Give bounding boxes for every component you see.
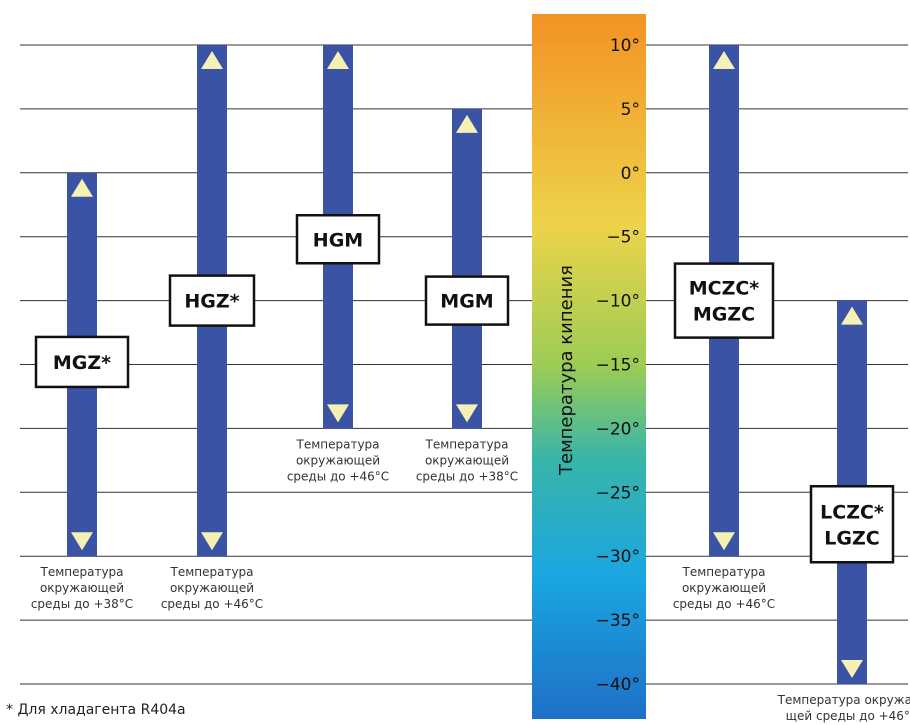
series-note: окружающей bbox=[296, 453, 380, 467]
series-label: LGZC bbox=[824, 527, 879, 549]
series-note: окружающей bbox=[40, 581, 124, 595]
up-arrow-icon bbox=[71, 178, 93, 197]
series-label-box bbox=[168, 274, 256, 327]
tick-label: −40° bbox=[596, 675, 640, 695]
series-note: Температура bbox=[424, 437, 508, 451]
series-label: HGM bbox=[313, 229, 363, 251]
temperature-color-scale bbox=[532, 14, 646, 719]
axis-tick-labels: 10° 5° 0° −5° −10° −15° −20° −25° −30° −35° −40° bbox=[596, 36, 640, 695]
tick-label: −35° bbox=[596, 611, 640, 631]
down-arrow-icon bbox=[456, 404, 478, 423]
series-note: Температура bbox=[169, 565, 253, 579]
series-label-box bbox=[34, 335, 130, 389]
tick-label: −10° bbox=[596, 292, 640, 312]
range-bar: MGZ* Температура окружающей среды до +38°C bbox=[31, 172, 133, 611]
series-label: LCZC* bbox=[820, 501, 884, 523]
series-label: MGZC bbox=[693, 304, 755, 326]
up-arrow-icon bbox=[456, 114, 478, 133]
series-note: среды до +46°C bbox=[287, 469, 389, 483]
series-note: среды до +38°C bbox=[31, 597, 133, 611]
tick-label: −15° bbox=[596, 356, 640, 376]
series-note: щей среды до +46°C bbox=[786, 709, 910, 723]
range-bar: HGM Температура окружающей среды до +46°C bbox=[287, 45, 389, 483]
series-note: окружающей bbox=[425, 453, 509, 467]
series-note: среды до +46°C bbox=[673, 597, 775, 611]
series-label-box bbox=[295, 214, 381, 265]
range-bar: HGZ* Температура окружающей среды до +46°C bbox=[161, 45, 263, 611]
series-note: Температура bbox=[295, 437, 379, 451]
range-bar: MCZC* MGZC Температура окружающей среды до +… bbox=[673, 45, 775, 611]
series-note: Температура окружаю- bbox=[777, 693, 910, 707]
tick-label: 10° bbox=[610, 36, 640, 56]
range-bar: MGM Температура окружающей среды до +38°C bbox=[416, 108, 518, 483]
range-bar: LCZC* LGZC Температура окружаю-щей среды д… bbox=[777, 300, 910, 723]
range-bars: MGZ* Температура окружающей среды до +38°C H… bbox=[31, 45, 910, 723]
series-label: MCZC* bbox=[689, 278, 760, 300]
down-arrow-icon bbox=[71, 532, 93, 551]
up-arrow-icon bbox=[713, 51, 735, 69]
tick-label: −20° bbox=[596, 419, 640, 439]
series-note: Температура bbox=[681, 565, 765, 579]
down-arrow-icon bbox=[713, 532, 735, 551]
tick-label: −30° bbox=[596, 547, 640, 567]
up-arrow-icon bbox=[327, 51, 349, 69]
series-note: среды до +46°C bbox=[161, 597, 263, 611]
series-label-box bbox=[673, 262, 775, 339]
series-label-box bbox=[809, 485, 895, 564]
up-arrow-icon bbox=[841, 306, 863, 325]
series-note: окружающей bbox=[170, 581, 254, 595]
tick-label: 5° bbox=[621, 100, 640, 120]
series-note: среды до +38°C bbox=[416, 469, 518, 483]
tick-label: −25° bbox=[596, 483, 640, 503]
series-label: MGM bbox=[440, 291, 493, 313]
axis-title: Температура кипения bbox=[556, 265, 577, 476]
tick-label: −5° bbox=[606, 228, 640, 248]
down-arrow-icon bbox=[841, 660, 863, 678]
down-arrow-icon bbox=[327, 404, 349, 423]
series-label: HGZ* bbox=[184, 291, 239, 313]
range-bar-body bbox=[452, 108, 482, 429]
footnote: * Для хладагента R404a bbox=[6, 702, 186, 718]
series-note: Температура bbox=[39, 565, 123, 579]
up-arrow-icon bbox=[201, 51, 223, 69]
series-note: окружающей bbox=[682, 581, 766, 595]
tick-label: 0° bbox=[621, 164, 640, 184]
series-label-box bbox=[424, 275, 510, 326]
down-arrow-icon bbox=[201, 532, 223, 551]
series-label: MGZ* bbox=[53, 352, 111, 374]
